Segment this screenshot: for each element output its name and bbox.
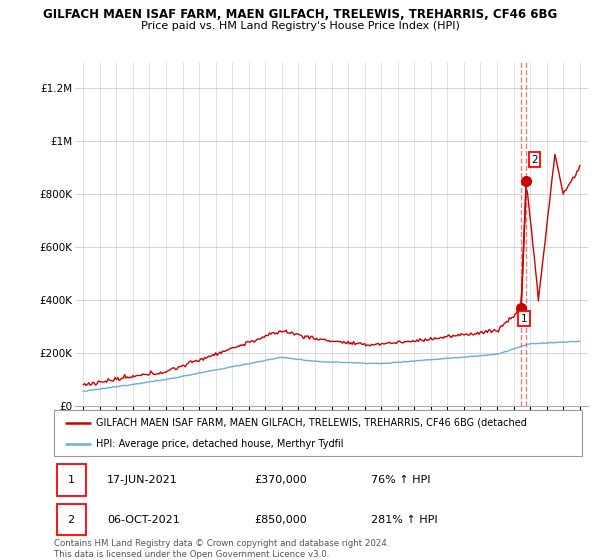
Text: 2: 2	[531, 155, 538, 165]
Text: 1: 1	[520, 314, 527, 324]
Text: 281% ↑ HPI: 281% ↑ HPI	[371, 515, 437, 525]
Text: GILFACH MAEN ISAF FARM, MAEN GILFACH, TRELEWIS, TREHARRIS, CF46 6BG (detached: GILFACH MAEN ISAF FARM, MAEN GILFACH, TR…	[96, 418, 527, 428]
Text: 2: 2	[68, 515, 75, 525]
Text: £370,000: £370,000	[254, 475, 307, 485]
Text: £850,000: £850,000	[254, 515, 307, 525]
Text: Contains HM Land Registry data © Crown copyright and database right 2024.
This d: Contains HM Land Registry data © Crown c…	[54, 539, 389, 559]
Text: 1: 1	[68, 475, 74, 485]
Text: HPI: Average price, detached house, Merthyr Tydfil: HPI: Average price, detached house, Mert…	[96, 439, 344, 449]
FancyBboxPatch shape	[56, 504, 86, 535]
Text: 06-OCT-2021: 06-OCT-2021	[107, 515, 179, 525]
FancyBboxPatch shape	[54, 410, 582, 456]
Text: 17-JUN-2021: 17-JUN-2021	[107, 475, 178, 485]
Text: 76% ↑ HPI: 76% ↑ HPI	[371, 475, 430, 485]
Text: GILFACH MAEN ISAF FARM, MAEN GILFACH, TRELEWIS, TREHARRIS, CF46 6BG: GILFACH MAEN ISAF FARM, MAEN GILFACH, TR…	[43, 8, 557, 21]
FancyBboxPatch shape	[56, 464, 86, 496]
Text: Price paid vs. HM Land Registry's House Price Index (HPI): Price paid vs. HM Land Registry's House …	[140, 21, 460, 31]
